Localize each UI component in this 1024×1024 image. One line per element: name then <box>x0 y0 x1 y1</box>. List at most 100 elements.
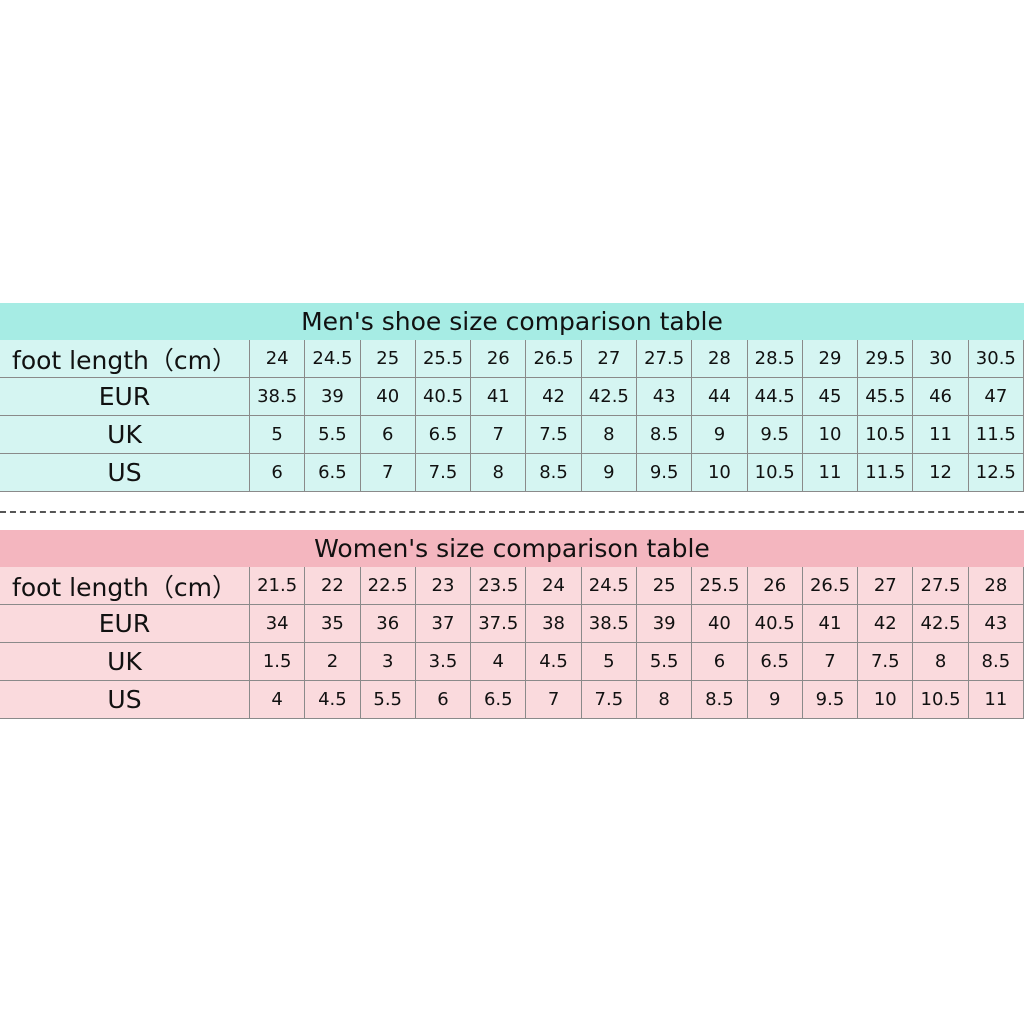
size-cell: 42.5 <box>913 605 969 643</box>
size-cell: 38.5 <box>581 605 637 643</box>
size-cell: 7.5 <box>581 681 637 719</box>
size-cell: 11 <box>968 681 1024 719</box>
size-cell: 45 <box>802 378 859 416</box>
size-cell: 8 <box>471 454 527 492</box>
table-title: Women's size comparison table <box>0 530 1024 567</box>
size-cell: 10.5 <box>913 681 969 719</box>
size-cell: 26.5 <box>526 340 582 378</box>
size-cell: 12.5 <box>968 454 1024 492</box>
size-cell: 24 <box>526 567 582 605</box>
size-cell: 7.5 <box>415 454 472 492</box>
size-cell: 28.5 <box>747 340 803 378</box>
size-cell: 44 <box>692 378 748 416</box>
size-cell: 4 <box>250 681 306 719</box>
size-cell: 10 <box>692 454 748 492</box>
size-cell: 23.5 <box>471 567 527 605</box>
row-label: EUR <box>0 605 250 643</box>
size-cell: 9.5 <box>802 681 859 719</box>
size-cell: 4.5 <box>526 643 582 681</box>
row-label: foot length（cm） <box>0 567 250 605</box>
row-label: UK <box>0 416 250 454</box>
size-cell: 11.5 <box>968 416 1024 454</box>
row-label: UK <box>0 643 250 681</box>
size-cell: 6.5 <box>471 681 527 719</box>
size-cell: 23 <box>415 567 472 605</box>
size-cell: 8.5 <box>526 454 582 492</box>
size-cell: 27.5 <box>913 567 969 605</box>
size-cell: 38.5 <box>250 378 306 416</box>
size-cell: 40 <box>692 605 748 643</box>
size-cell: 7 <box>471 416 527 454</box>
size-cell: 40.5 <box>747 605 803 643</box>
size-cell: 6 <box>360 416 416 454</box>
size-cell: 8.5 <box>637 416 693 454</box>
size-cell: 11.5 <box>858 454 914 492</box>
size-cell: 7 <box>526 681 582 719</box>
size-cell: 4 <box>471 643 527 681</box>
size-cell: 27.5 <box>637 340 693 378</box>
size-cell: 44.5 <box>747 378 803 416</box>
size-cell: 25.5 <box>692 567 748 605</box>
size-cell: 25.5 <box>415 340 472 378</box>
size-cell: 8 <box>637 681 693 719</box>
row-label: foot length（cm） <box>0 340 250 378</box>
size-cell: 35 <box>305 605 361 643</box>
row-label: US <box>0 454 250 492</box>
size-cell: 24.5 <box>581 567 637 605</box>
size-cell: 8.5 <box>692 681 748 719</box>
size-cell: 5.5 <box>305 416 361 454</box>
size-cell: 24.5 <box>305 340 361 378</box>
size-cell: 39 <box>637 605 693 643</box>
size-cell: 42 <box>858 605 914 643</box>
size-cell: 6 <box>250 454 306 492</box>
size-cell: 11 <box>802 454 859 492</box>
size-cell: 34 <box>250 605 306 643</box>
size-cell: 5.5 <box>360 681 416 719</box>
size-cell: 5.5 <box>637 643 693 681</box>
size-cell: 7 <box>802 643 859 681</box>
size-cell: 6 <box>415 681 472 719</box>
size-cell: 26 <box>471 340 527 378</box>
size-cell: 6.5 <box>415 416 472 454</box>
size-cell: 10 <box>802 416 859 454</box>
size-cell: 9 <box>581 454 637 492</box>
size-cell: 38 <box>526 605 582 643</box>
size-cell: 3.5 <box>415 643 472 681</box>
size-cell: 10.5 <box>858 416 914 454</box>
size-cell: 21.5 <box>250 567 306 605</box>
size-cell: 37 <box>415 605 472 643</box>
size-cell: 3 <box>360 643 416 681</box>
size-cell: 46 <box>913 378 969 416</box>
size-cell: 28 <box>968 567 1024 605</box>
size-cell: 8 <box>581 416 637 454</box>
size-cell: 27 <box>581 340 637 378</box>
size-cell: 40.5 <box>415 378 472 416</box>
size-cell: 25 <box>360 340 416 378</box>
size-cell: 45.5 <box>858 378 914 416</box>
size-cell: 11 <box>913 416 969 454</box>
size-cell: 7 <box>360 454 416 492</box>
size-cell: 47 <box>968 378 1024 416</box>
size-cell: 12 <box>913 454 969 492</box>
size-cell: 27 <box>858 567 914 605</box>
size-cell: 26 <box>747 567 803 605</box>
size-cell: 37.5 <box>471 605 527 643</box>
size-cell: 5 <box>250 416 306 454</box>
table-title: Men's shoe size comparison table <box>0 303 1024 340</box>
size-cell: 25 <box>637 567 693 605</box>
size-cell: 39 <box>305 378 361 416</box>
size-cell: 9.5 <box>747 416 803 454</box>
size-cell: 22 <box>305 567 361 605</box>
size-cell: 40 <box>360 378 416 416</box>
size-cell: 24 <box>250 340 306 378</box>
size-cell: 10.5 <box>747 454 803 492</box>
row-label: US <box>0 681 250 719</box>
size-cell: 29.5 <box>858 340 914 378</box>
size-cell: 36 <box>360 605 416 643</box>
size-cell: 6 <box>692 643 748 681</box>
size-cell: 6.5 <box>747 643 803 681</box>
size-cell: 1.5 <box>250 643 306 681</box>
divider <box>0 511 1024 513</box>
size-cell: 9 <box>692 416 748 454</box>
